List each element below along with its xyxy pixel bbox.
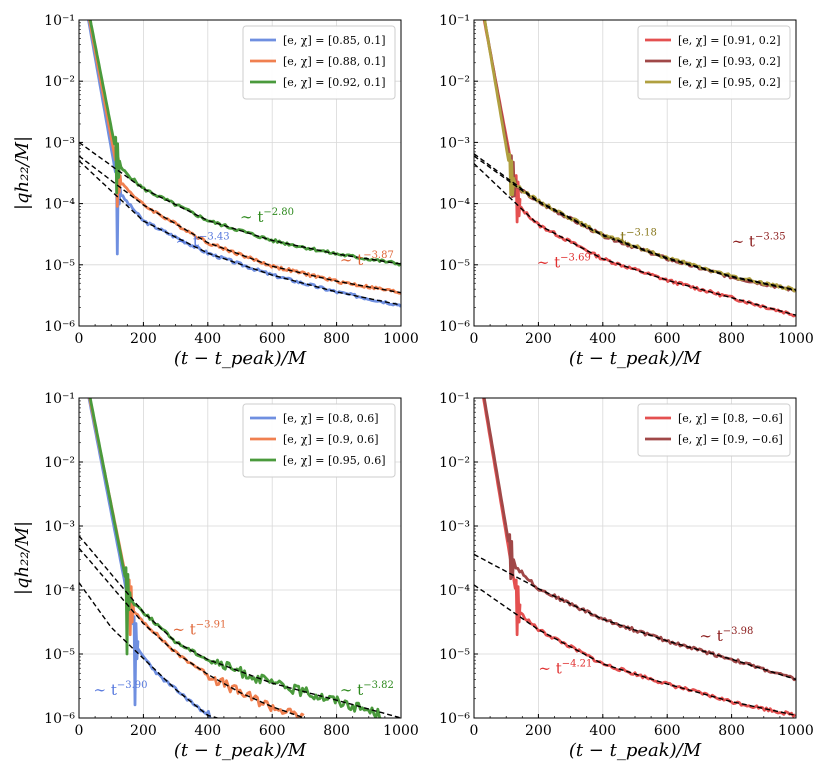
y-tick-label: 10⁻⁶ [44,319,75,335]
x-tick-label: 400 [589,723,616,739]
fit-line-2 [79,547,305,718]
fit-annotation: ∼ t−3.82 [340,680,394,699]
legend-entry: [e, χ] = [0.8, −0.6] [678,412,783,425]
chart-panel-bottom-left: ∼ t−3.90 ∼ t−3.91 ∼ t−3.82 0 200 400 600 800 100… [12,391,419,761]
y-tick-label: 10⁻⁵ [439,258,470,274]
x-tick-label: 0 [470,331,479,347]
fit-annotation: ∼ t−3.18 [603,228,657,247]
fit-line-2 [474,153,796,291]
fit-line-2 [79,155,401,294]
y-tick-label: 10⁻³ [439,519,470,535]
fit-line-3 [474,155,796,292]
y-tick-label: 10⁻⁴ [439,197,470,213]
chart-panel-top-left: ∼ t−3.43 ∼ t−3.87 ∼ t−2.80 0 200 400 600 800 100… [12,13,419,369]
x-tick-label: 1000 [383,331,419,347]
fit-annotation: ∼ t−3.87 [340,250,394,269]
legend-entry: [e, χ] = [0.91, 0.2] [678,34,781,47]
x-tick-label: 800 [718,331,745,347]
legend-entry: [e, χ] = [0.9, −0.6] [678,433,783,446]
legend: [e, χ] = [0.8, 0.6] [e, χ] = [0.9, 0.6] [e… [242,403,396,478]
series-line-3 [88,398,383,718]
legend-entry: [e, χ] = [0.95, 0.6] [283,454,386,467]
fit-annotation: ∼ t−4.21 [538,658,592,677]
legend: [e, χ] = [0.91, 0.2] [e, χ] = [0.93, 0.2]… [637,25,791,100]
series-line-1 [87,398,212,718]
y-tick-label: 10⁻¹ [44,13,75,29]
x-axis-label: (t − t_peak)/M [569,348,702,369]
chart-panel-top-right: ∼ t−3.69 ∼ t−3.18 ∼ t−3.35 0 200 400 600 800 100… [439,13,814,369]
x-axis-label: (t − t_peak)/M [569,740,702,761]
y-tick-label: 10⁻² [44,455,75,471]
x-tick-label: 0 [75,723,84,739]
y-tick-label: 10⁻⁶ [439,319,470,335]
y-tick-label: 10⁻³ [44,135,75,151]
y-tick-label: 10⁻⁴ [44,583,75,599]
legend-entry: [e, χ] = [0.93, 0.2] [678,55,781,68]
fit-line-3 [79,141,401,265]
x-tick-label: 400 [194,331,221,347]
legend-entry: [e, χ] = [0.88, 0.1] [283,55,386,68]
y-axis-label: |qh₂₂/M| [12,521,33,595]
fit-line-1 [474,163,796,316]
y-tick-label: 10⁻⁶ [439,711,470,727]
fit-annotation: ∼ t−3.91 [172,620,226,639]
x-tick-label: 0 [470,723,479,739]
x-tick-label: 800 [718,723,745,739]
fit-line-3 [79,535,401,718]
legend: [e, χ] = [0.85, 0.1] [e, χ] = [0.88, 0.1]… [242,25,396,100]
chart-panel-bottom-right: ∼ t−4.21 ∼ t−3.98 0 200 400 600 800 1000 10⁻⁶ 10⁻… [439,391,814,761]
fit-annotation: ∼ t−3.90 [93,680,147,699]
y-tick-label: 10⁻¹ [44,391,75,407]
x-tick-label: 1000 [778,331,814,347]
x-tick-label: 800 [323,331,350,347]
y-tick-label: 10⁻⁴ [439,583,470,599]
legend-entry: [e, χ] = [0.92, 0.1] [283,76,386,89]
y-tick-label: 10⁻² [44,74,75,90]
x-tick-label: 800 [323,723,350,739]
x-tick-label: 600 [654,723,681,739]
legend-entry: [e, χ] = [0.8, 0.6] [283,412,379,425]
x-tick-label: 0 [75,331,84,347]
legend-entry: [e, χ] = [0.95, 0.2] [678,76,781,89]
y-tick-label: 10⁻¹ [439,391,470,407]
series-line-3 [483,20,796,293]
y-tick-label: 10⁻⁵ [439,647,470,663]
x-tick-label: 1000 [778,723,814,739]
x-axis-label: (t − t_peak)/M [174,740,307,761]
y-tick-label: 10⁻² [439,74,470,90]
y-tick-label: 10⁻¹ [439,13,470,29]
y-axis-label: |qh₂₂/M| [12,136,33,210]
legend-entry: [e, χ] = [0.9, 0.6] [283,433,379,446]
y-tick-label: 10⁻³ [44,519,75,535]
x-axis-label: (t − t_peak)/M [174,348,307,369]
y-tick-label: 10⁻⁴ [44,197,75,213]
y-tick-label: 10⁻³ [439,135,470,151]
fit-annotation: ∼ t−3.98 [699,626,753,645]
fit-line-1 [79,582,218,718]
x-tick-label: 600 [259,331,286,347]
fit-line-2 [474,553,796,681]
x-tick-label: 200 [130,331,157,347]
y-tick-label: 10⁻⁵ [44,647,75,663]
fit-annotation: ∼ t−3.69 [537,253,591,272]
fit-annotation: ∼ t−3.43 [176,231,230,250]
y-tick-label: 10⁻⁶ [44,711,75,727]
x-tick-label: 200 [130,723,157,739]
x-tick-label: 1000 [383,723,419,739]
x-tick-label: 400 [194,723,221,739]
x-tick-label: 400 [589,331,616,347]
legend: [e, χ] = [0.8, −0.6] [e, χ] = [0.9, −0.6] [637,403,791,457]
x-tick-label: 200 [525,331,552,347]
legend-entry: [e, χ] = [0.85, 0.1] [283,34,386,47]
y-tick-label: 10⁻⁵ [44,258,75,274]
x-tick-label: 600 [654,331,681,347]
fit-line-1 [79,160,401,306]
x-tick-label: 600 [259,723,286,739]
y-tick-label: 10⁻² [439,455,470,471]
fit-line-1 [474,584,796,717]
fit-annotation: ∼ t−3.35 [732,231,786,250]
x-tick-label: 200 [525,723,552,739]
fit-annotation: ∼ t−2.80 [240,207,294,226]
